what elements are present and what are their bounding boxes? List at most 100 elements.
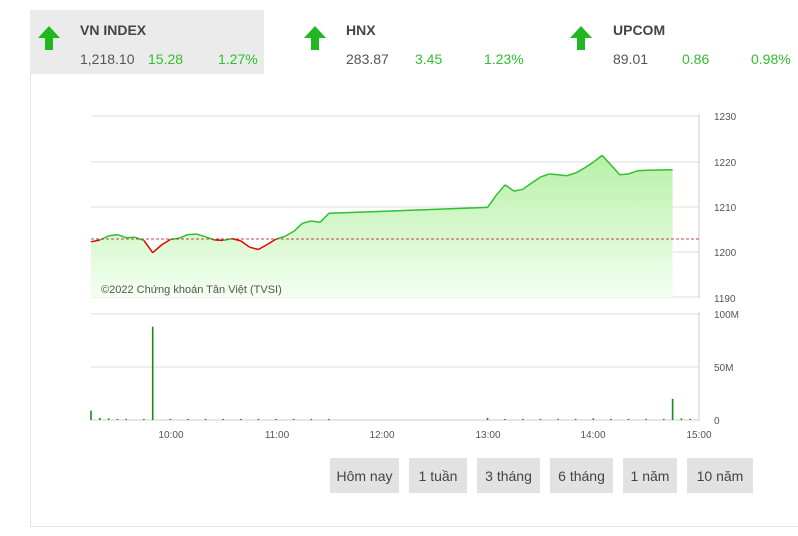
volume-bar xyxy=(671,398,674,420)
price-line-segment xyxy=(549,173,559,176)
price-line-segment xyxy=(495,184,506,196)
volume-bar xyxy=(328,418,330,420)
price-line-segment xyxy=(240,240,251,248)
volume-bar xyxy=(574,418,577,420)
y-tick-1190: 1190 xyxy=(714,294,736,305)
price-line-segment xyxy=(196,233,206,238)
price-line-segment xyxy=(486,194,497,208)
price-area xyxy=(91,155,673,297)
volume-bar xyxy=(151,326,154,420)
price-line-segment xyxy=(583,161,594,169)
volume-bar xyxy=(116,418,119,420)
price-line-segment xyxy=(249,246,259,251)
index-chart: ©2022 Chứng khoán Tân Việt (TVSI) 1230 1… xyxy=(90,112,739,441)
price-line-segment xyxy=(575,167,585,174)
y-tick-1210: 1210 xyxy=(714,203,737,214)
vol-tick-50m: 50M xyxy=(714,363,733,374)
index-percent: 1.27% xyxy=(218,51,258,67)
volume-bar xyxy=(539,418,542,420)
volume-bar xyxy=(292,418,295,420)
price-line-segment xyxy=(293,222,304,232)
x-tick-1300: 13:00 xyxy=(475,430,500,441)
x-tick-1100: 11:00 xyxy=(265,430,290,441)
volume-bar xyxy=(522,418,524,420)
price-line-segment xyxy=(504,184,515,192)
index-tab-hnx[interactable]: HNX 283.87 3.45 1.23% xyxy=(264,10,524,74)
price-line-segment xyxy=(117,233,127,239)
price-line-segment xyxy=(592,154,603,163)
chart-panel: ©2022 Chứng khoán Tân Việt (TVSI) 1230 1… xyxy=(30,74,798,527)
range-1-year-button[interactable]: 1 năm xyxy=(623,458,677,493)
price-line-segment xyxy=(178,233,189,239)
index-name: VN INDEX xyxy=(80,22,147,38)
range-today-button[interactable]: Hôm nay xyxy=(330,458,399,493)
index-value: 89.01 xyxy=(613,51,649,67)
price-line-segment xyxy=(161,238,171,246)
volume-bar xyxy=(504,418,506,420)
index-name: UPCOM xyxy=(613,22,666,38)
index-value: 283.87 xyxy=(346,51,389,67)
price-line-segment xyxy=(152,244,162,254)
price-line-segment xyxy=(187,233,197,236)
volume-bar xyxy=(222,418,224,420)
volume-bar xyxy=(680,418,683,420)
volume-bar xyxy=(125,418,127,420)
range-1-week-button[interactable]: 1 tuần xyxy=(409,458,467,493)
index-tab-upcom[interactable]: UPCOM 89.01 0.86 0.98% xyxy=(530,10,798,74)
volume-bar xyxy=(486,417,489,420)
x-tick-1000: 10:00 xyxy=(158,430,183,441)
range-selector: Hôm nay 1 tuần 3 tháng 6 tháng 1 năm 10 … xyxy=(330,458,753,493)
price-line-segment xyxy=(319,212,330,223)
price-line-segment xyxy=(311,220,321,224)
price-line-segment xyxy=(522,182,533,190)
price-line-segment xyxy=(90,239,100,243)
range-6-months-button[interactable]: 6 tháng xyxy=(550,458,613,493)
volume-bar xyxy=(90,410,92,420)
arrow-up-icon xyxy=(38,26,60,50)
price-line-segment xyxy=(610,164,621,176)
price-line-segment xyxy=(328,206,488,215)
volume-bar xyxy=(592,418,595,420)
index-tab-vnindex[interactable]: VN INDEX 1,218.10 15.28 1.27% xyxy=(30,10,264,74)
volume-bar xyxy=(257,418,260,420)
price-line-segment xyxy=(258,243,268,251)
index-percent: 1.23% xyxy=(484,51,524,67)
price-line-segment xyxy=(566,172,576,177)
y-tick-1200: 1200 xyxy=(714,248,737,259)
price-line-segment xyxy=(601,154,612,166)
vol-tick-0: 0 xyxy=(714,416,720,427)
y-tick-1220: 1220 xyxy=(714,158,737,169)
volume-bar xyxy=(557,418,559,420)
volume-bar xyxy=(143,418,145,420)
y-tick-1230: 1230 xyxy=(714,112,737,123)
index-change: 3.45 xyxy=(415,51,443,67)
x-tick-1500: 15:00 xyxy=(686,430,711,441)
vol-tick-100m: 100M xyxy=(714,310,739,321)
price-line-segment xyxy=(134,236,145,242)
price-line-segment xyxy=(266,238,277,246)
range-3-months-button[interactable]: 3 tháng xyxy=(477,458,540,493)
x-tick-1400: 14:00 xyxy=(580,430,605,441)
price-line-segment xyxy=(223,237,233,242)
volume-bar xyxy=(99,417,101,420)
arrow-up-icon xyxy=(304,26,326,50)
price-line-segment xyxy=(637,169,647,172)
price-line-segment xyxy=(513,188,523,192)
volume-bar xyxy=(275,418,277,420)
volume-bar xyxy=(627,418,630,420)
index-name: HNX xyxy=(346,22,376,38)
price-line-segment xyxy=(619,173,629,176)
volume-bar xyxy=(240,418,242,420)
volume-bar xyxy=(663,418,665,420)
chart-copyright: ©2022 Chứng khoán Tân Việt (TVSI) xyxy=(101,284,282,296)
price-line-segment xyxy=(646,169,673,172)
range-10-years-button[interactable]: 10 năm xyxy=(687,458,753,493)
volume-bar xyxy=(169,418,172,420)
volume-bar xyxy=(645,418,647,420)
index-change: 0.86 xyxy=(682,51,710,67)
volume-bar xyxy=(187,418,189,420)
x-tick-1200: 12:00 xyxy=(369,430,394,441)
volume-bar xyxy=(204,418,207,420)
index-change: 15.28 xyxy=(148,51,184,67)
price-line-segment xyxy=(143,239,154,254)
